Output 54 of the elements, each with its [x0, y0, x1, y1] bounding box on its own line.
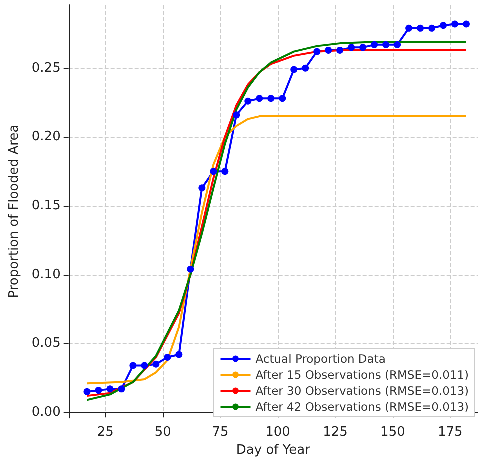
point	[198, 184, 206, 192]
point	[336, 46, 344, 54]
point	[348, 44, 356, 52]
legend-label: After 42 Observations (RMSE=0.013)	[256, 400, 470, 414]
point	[371, 41, 378, 48]
y-tick-label: 0.10	[32, 267, 61, 282]
line-series	[86, 116, 468, 385]
x-tick-label: 150	[380, 425, 406, 440]
point	[222, 168, 229, 176]
y-tick-label: 0.05	[32, 336, 61, 352]
point	[268, 95, 275, 102]
x-tick-label: 75	[212, 425, 229, 440]
point	[302, 64, 310, 72]
point	[463, 20, 470, 28]
point	[152, 360, 160, 368]
point	[279, 95, 286, 102]
x-tick-label: 25	[97, 425, 114, 440]
point	[95, 387, 102, 394]
point	[141, 362, 148, 370]
point	[130, 362, 137, 370]
point	[106, 386, 114, 393]
point	[440, 22, 448, 30]
legend-label: After 15 Observations (RMSE=0.011)	[256, 368, 470, 382]
point	[164, 354, 172, 362]
point	[382, 41, 390, 48]
y-tick-label: 0.00	[32, 405, 61, 420]
point	[325, 46, 332, 54]
point	[84, 388, 91, 396]
point	[210, 168, 218, 176]
y-tick-label: 0.25	[32, 60, 61, 76]
point	[428, 24, 436, 32]
x-tick-label: 50	[154, 425, 172, 440]
legend-label: After 30 Observations (RMSE=0.013)	[256, 384, 470, 398]
y-axis-title: Proportion of Flooded Area	[7, 124, 22, 298]
y-tick-label: 0.20	[32, 130, 61, 145]
x-tick-label: 125	[323, 425, 348, 440]
point	[256, 95, 264, 102]
point	[360, 44, 367, 52]
legend-label: Actual Proportion Data	[256, 352, 386, 366]
point	[176, 351, 183, 358]
x-tick-label: 100	[266, 425, 290, 440]
point	[417, 24, 424, 32]
point	[314, 48, 321, 56]
point	[118, 386, 126, 393]
point	[452, 20, 459, 28]
point	[187, 266, 194, 273]
point	[233, 112, 240, 119]
point	[394, 41, 402, 48]
point	[244, 98, 252, 105]
x-axis-title: Day of Year	[236, 443, 312, 458]
point	[290, 66, 298, 74]
point	[406, 24, 413, 32]
x-tick-label: 175	[438, 425, 463, 440]
y-tick-label: 0.15	[32, 198, 61, 214]
